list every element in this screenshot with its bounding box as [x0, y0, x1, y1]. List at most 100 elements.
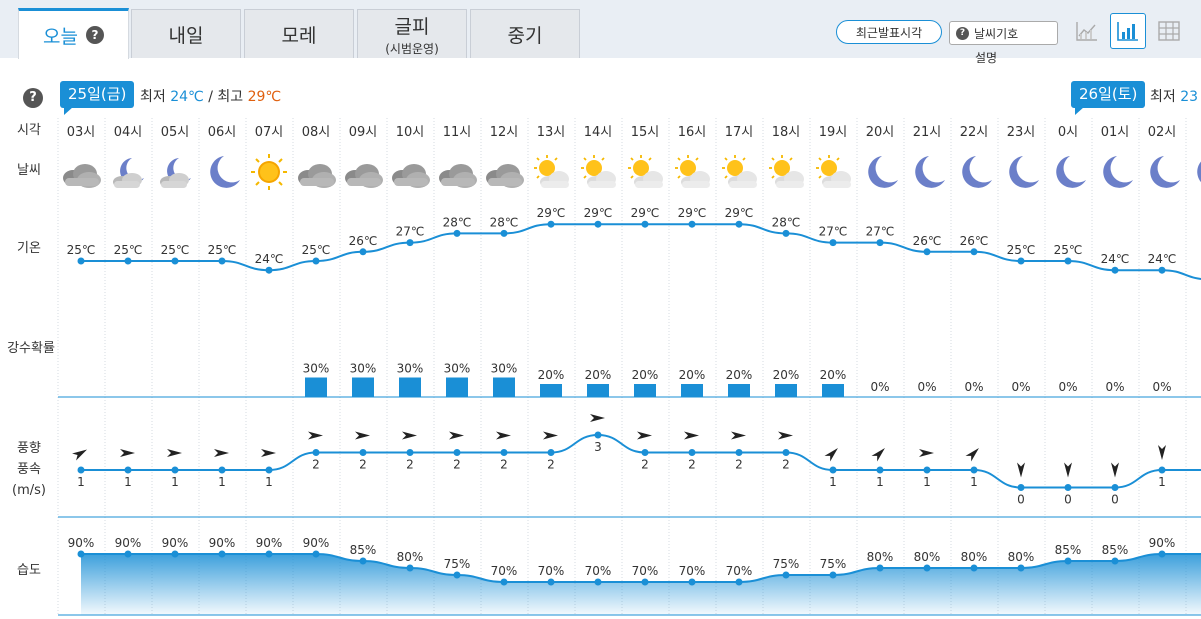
- hour-label: 09시: [348, 125, 378, 140]
- row-label-wind-speed: 풍속: [17, 462, 41, 477]
- temperature-point: [312, 257, 320, 265]
- tab-day-after[interactable]: 모레: [244, 9, 354, 58]
- tab-bar: 오늘 ? 내일 모레 글피 (시범운영) 중기 최근발표시각 ? 날씨기호 설명: [0, 0, 1201, 65]
- tab-tomorrow-label: 내일: [168, 24, 204, 47]
- hour-label: 01시: [1100, 125, 1130, 140]
- recent-announcement-button[interactable]: 최근발표시각: [836, 20, 942, 44]
- hour-label: 13시: [536, 125, 566, 140]
- tab-today-label: 오늘: [43, 25, 78, 48]
- cloud-icon: [388, 152, 432, 192]
- wind-point: [641, 449, 649, 456]
- temperature-label: 29℃: [678, 206, 707, 220]
- temperature-point: [688, 220, 696, 228]
- wind-point: [265, 466, 273, 474]
- precip-bar: [352, 377, 374, 397]
- separator: /: [208, 89, 213, 105]
- partly-sunny-icon: [670, 152, 714, 192]
- tab-today[interactable]: 오늘 ?: [18, 8, 129, 59]
- precip-label: 30%: [491, 362, 518, 376]
- precip-bar: [728, 384, 750, 397]
- tab-three-days[interactable]: 글피 (시범운영): [357, 9, 467, 58]
- precip-label: 0%: [1152, 380, 1171, 394]
- temperature-point: [829, 239, 837, 247]
- precip-label: 20%: [632, 368, 659, 382]
- wind-point: [312, 449, 320, 456]
- hour-label: 17시: [724, 125, 754, 140]
- temperature-label: 27℃: [819, 225, 848, 239]
- moon-icon: [1140, 152, 1184, 192]
- hour-label: 19시: [818, 125, 848, 140]
- temperature-label: 29℃: [725, 206, 754, 220]
- precip-bar: [446, 377, 468, 397]
- wind-point: [735, 449, 743, 456]
- wind-arrow-icon: [637, 431, 652, 440]
- wind-point: [77, 466, 85, 474]
- wind-point: [359, 449, 367, 456]
- precip-label: 20%: [773, 368, 800, 382]
- line-chart-icon[interactable]: [1069, 13, 1105, 49]
- humidity-label: 80%: [397, 550, 424, 564]
- table-icon[interactable]: [1151, 13, 1187, 49]
- hour-label: 05시: [160, 125, 190, 140]
- hour-label: 23시: [1006, 125, 1036, 140]
- precip-label: 30%: [397, 362, 424, 376]
- humidity-point: [829, 571, 837, 579]
- partly-sunny-icon: [529, 152, 573, 192]
- tab-midterm[interactable]: 중기: [470, 9, 580, 58]
- temperature-point: [1064, 257, 1072, 265]
- wind-speed-label: 2: [782, 458, 790, 472]
- hour-label: 18시: [771, 125, 801, 140]
- min-temp: 23: [1180, 89, 1199, 105]
- wind-arrow-icon: [261, 449, 276, 457]
- humidity-point: [1111, 557, 1119, 565]
- partly-sunny-icon: [811, 152, 855, 192]
- wind-speed-label: 1: [829, 475, 837, 489]
- wind-arrow-icon: [871, 448, 885, 462]
- help-icon[interactable]: ?: [23, 88, 43, 108]
- weather-legend-button[interactable]: ? 날씨기호: [949, 21, 1058, 45]
- temperature-label: 25℃: [161, 243, 190, 257]
- temperature-point: [876, 239, 884, 247]
- min-label: 최저: [1150, 89, 1176, 105]
- wind-arrow-icon: [543, 431, 558, 440]
- row-label-temp: 기온: [17, 241, 41, 256]
- temperature-label: 28℃: [772, 215, 801, 229]
- temperature-label: 29℃: [631, 206, 660, 220]
- wind-speed-label: 2: [312, 458, 320, 472]
- wind-speed-label: 1: [218, 475, 226, 489]
- temperature-label: 25℃: [67, 243, 96, 257]
- wind-arrow-icon: [449, 431, 464, 440]
- humidity-label: 75%: [773, 557, 800, 571]
- moon-icon: [1093, 152, 1137, 192]
- precip-bar: [634, 384, 656, 397]
- hour-label: 11시: [442, 125, 472, 140]
- precip-label: 30%: [350, 362, 377, 376]
- temperature-point: [218, 257, 226, 265]
- wind-arrow-icon: [731, 431, 746, 440]
- wind-speed-label: 2: [735, 458, 743, 472]
- humidity-label: 85%: [1102, 543, 1129, 557]
- hour-label: 07시: [254, 125, 284, 140]
- temperature-label: 24℃: [1101, 252, 1130, 266]
- temperature-point: [547, 220, 555, 228]
- wind-arrow-icon: [1064, 462, 1072, 478]
- help-icon[interactable]: ?: [85, 26, 104, 44]
- humidity-label: 80%: [961, 550, 988, 564]
- precip-label: 0%: [1105, 380, 1124, 394]
- temperature-label: 29℃: [584, 206, 613, 220]
- min-label: 최저: [140, 89, 166, 105]
- partly-cloudy-night-icon: [153, 152, 197, 192]
- wind-point: [876, 466, 884, 474]
- partly-sunny-icon: [576, 152, 620, 192]
- wind-arrow-icon: [214, 449, 229, 457]
- wind-point: [171, 466, 179, 474]
- precip-bar: [305, 377, 327, 397]
- temperature-label: 28℃: [490, 215, 519, 229]
- day-minmax-today: 최저 24℃ / 최고 29℃: [140, 86, 281, 106]
- humidity-label: 70%: [726, 564, 753, 578]
- max-temp: 29℃: [247, 89, 282, 105]
- wind-speed-label: 2: [688, 458, 696, 472]
- temperature-label: 26℃: [960, 234, 989, 248]
- bar-chart-icon[interactable]: [1110, 13, 1146, 49]
- tab-tomorrow[interactable]: 내일: [131, 9, 241, 58]
